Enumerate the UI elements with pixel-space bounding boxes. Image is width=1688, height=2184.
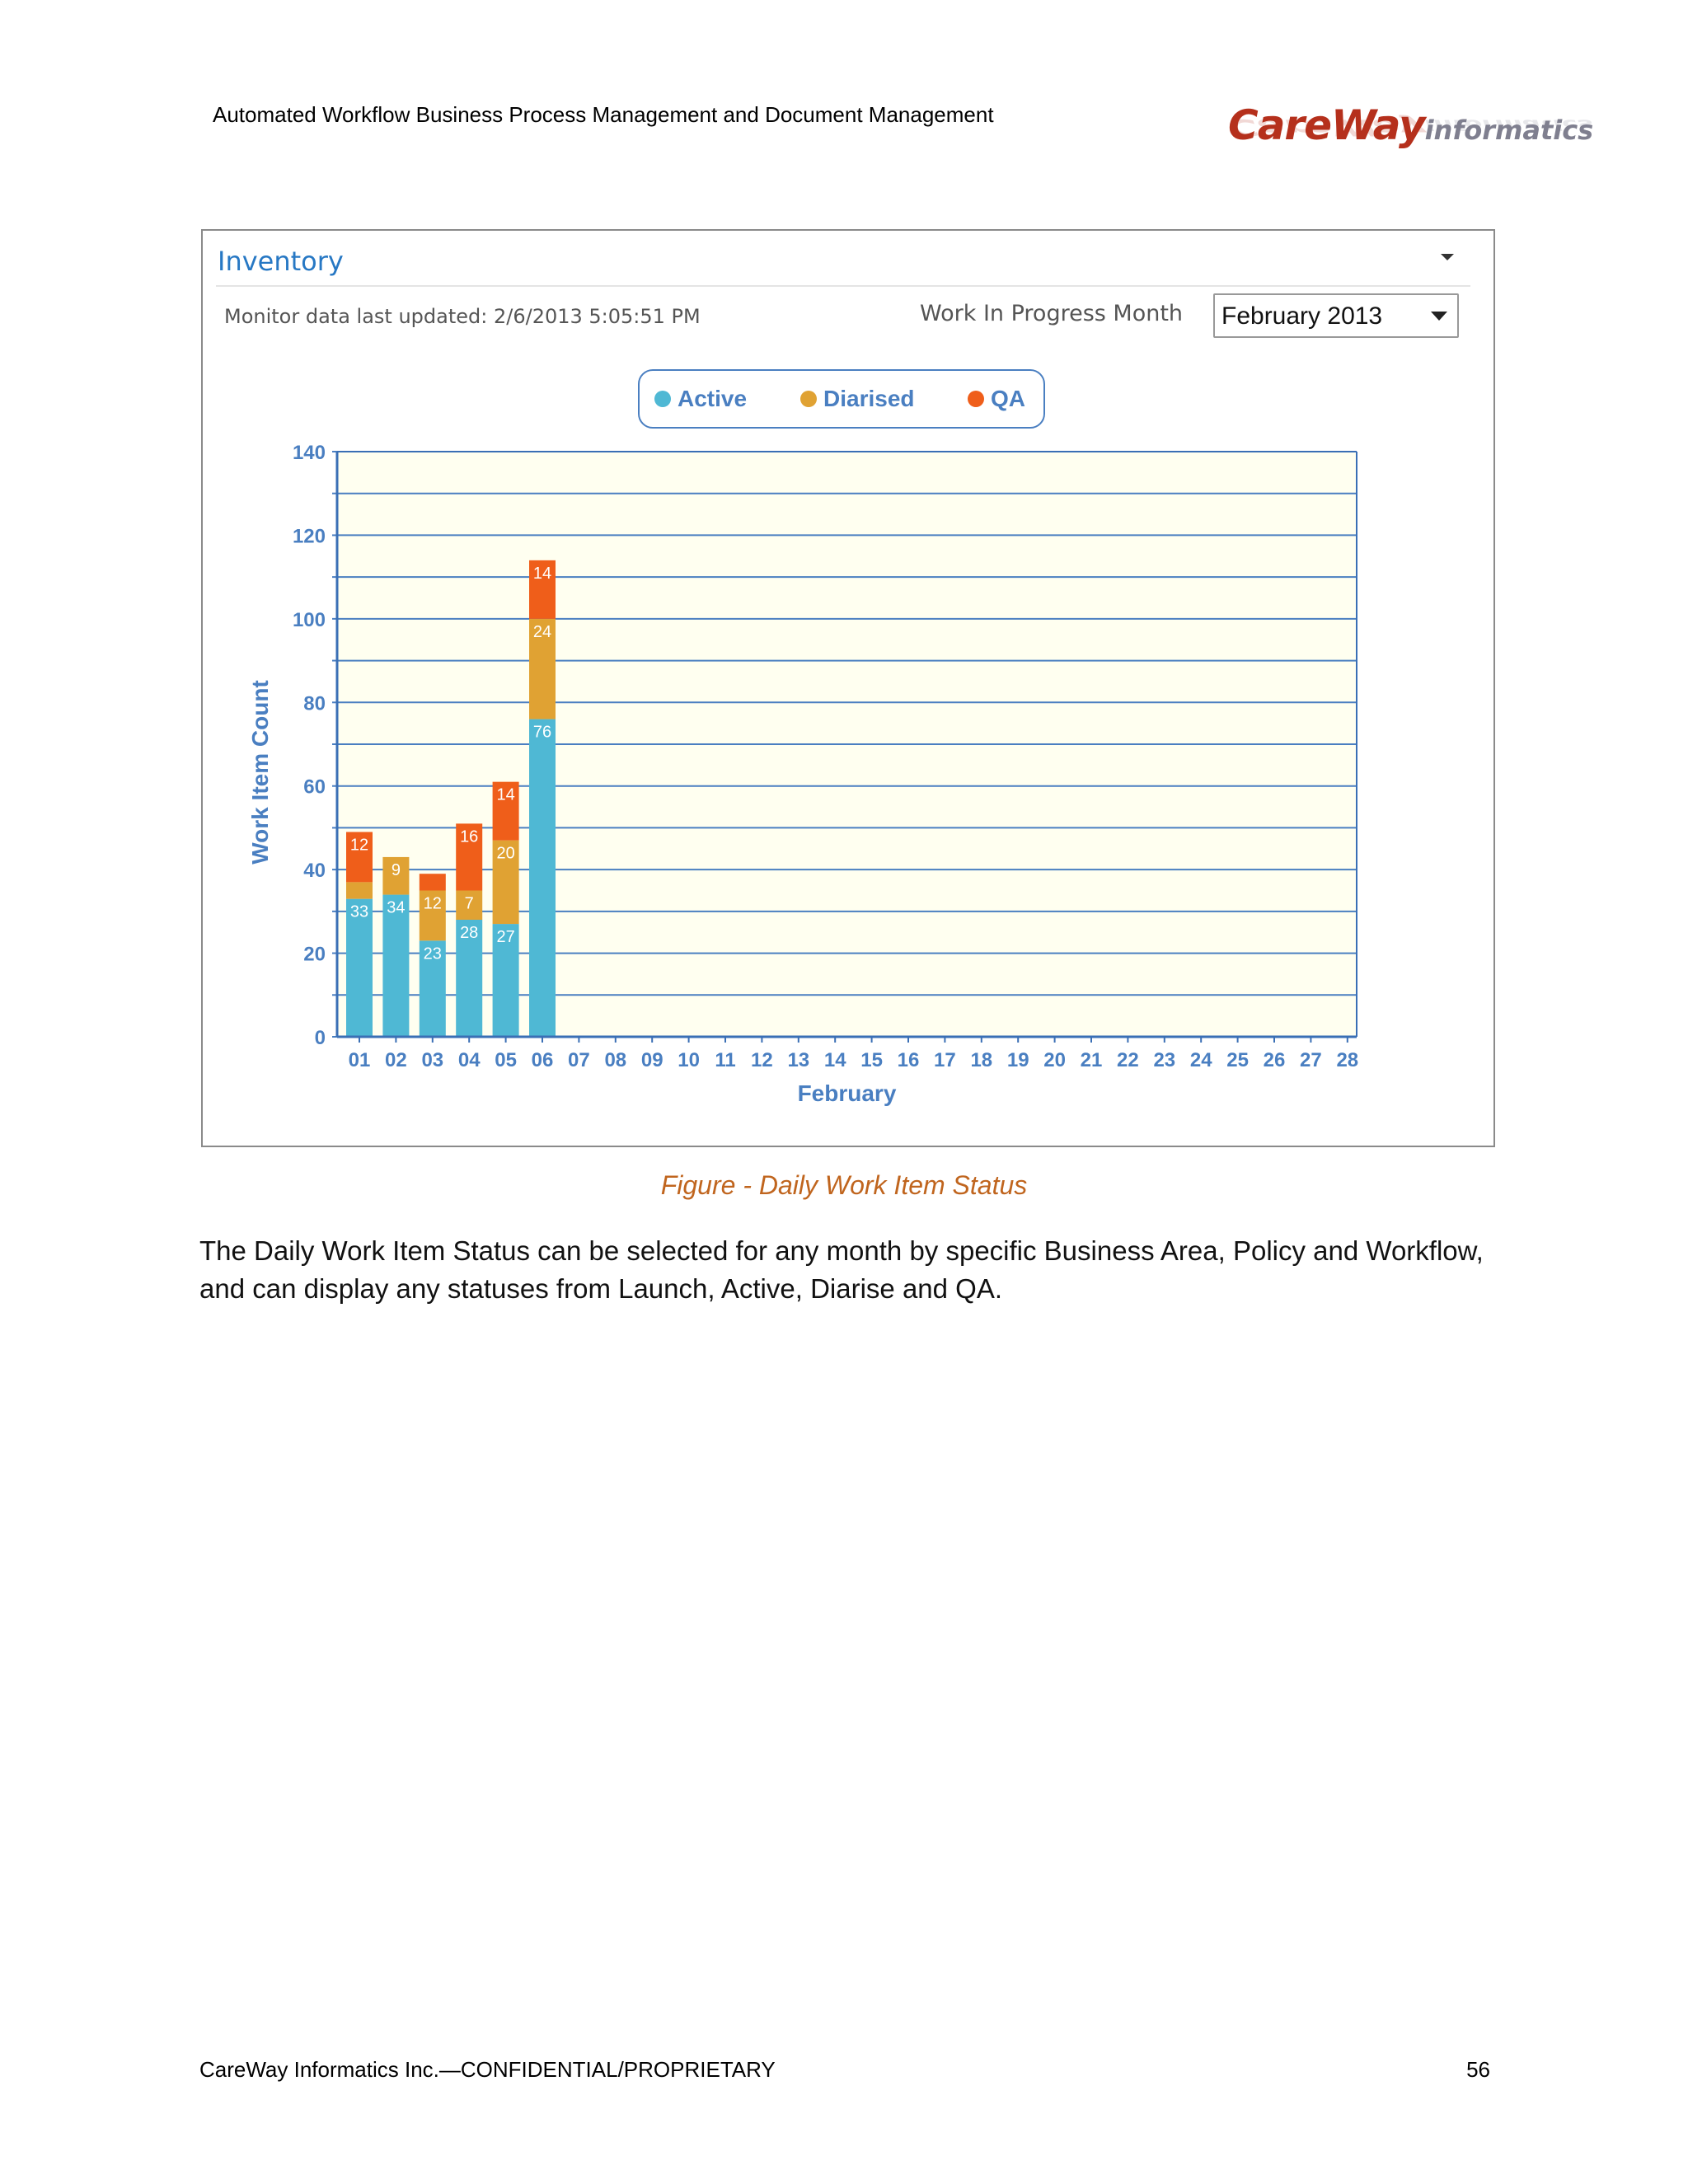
y-tick-label: 80 (303, 692, 326, 715)
x-tick-label: 21 (1081, 1049, 1103, 1071)
legend-dot-qa (968, 391, 984, 407)
bar-segment-active (529, 719, 556, 1037)
chevron-down-icon[interactable] (1431, 312, 1447, 321)
legend-item-qa: QA (968, 386, 1025, 412)
legend-item-diarised: Diarised (800, 386, 915, 412)
page-number: 56 (1466, 2057, 1490, 2082)
logo-main-text: CareWay (1228, 101, 1426, 149)
x-tick-label: 06 (532, 1049, 554, 1071)
y-tick-label: 140 (293, 442, 326, 464)
figure-caption: Figure - Daily Work Item Status (660, 1170, 1028, 1200)
data-label: 27 (496, 928, 514, 946)
x-tick-label: 22 (1117, 1049, 1139, 1071)
x-tick-label: 27 (1300, 1049, 1322, 1071)
x-tick-label: 05 (495, 1049, 517, 1071)
careway-logo: CareWayinformatics CareWayinformatics (1228, 95, 1594, 177)
data-label: 14 (496, 786, 514, 804)
bar-segment-qa (492, 781, 519, 841)
x-axis-title: February (798, 1080, 897, 1106)
x-tick-label: 20 (1043, 1049, 1066, 1071)
x-tick-label: 08 (604, 1049, 626, 1071)
x-tick-label: 04 (458, 1049, 481, 1071)
footer-confidential: CareWay Informatics Inc.—CONFIDENTIAL/PR… (199, 2057, 776, 2082)
data-label: 76 (533, 724, 551, 742)
bar-segment-active (456, 920, 483, 1037)
panel-menu-icon[interactable] (1441, 254, 1454, 260)
x-tick-label: 17 (934, 1049, 956, 1071)
chart-legend: Active Diarised QA (638, 369, 1045, 429)
logo-reflection: CareWayinformatics (1228, 115, 1594, 141)
panel-title: Inventory (218, 246, 344, 277)
x-tick-label: 16 (898, 1049, 920, 1071)
x-tick-label: 01 (349, 1049, 371, 1071)
y-tick-label: 60 (303, 776, 326, 799)
bar-segment-diarised (346, 882, 373, 899)
x-tick-label: 11 (715, 1049, 735, 1071)
body-paragraph: The Daily Work Item Status can be select… (199, 1235, 1484, 1304)
x-tick-label: 10 (678, 1049, 700, 1071)
data-label: 23 (424, 944, 442, 963)
x-tick-label: 14 (824, 1049, 846, 1071)
y-axis-title: Work Item Count (247, 680, 273, 864)
y-tick-label: 0 (315, 1027, 326, 1049)
bar-segment-active (346, 898, 373, 1037)
x-tick-label: 09 (641, 1049, 663, 1071)
inventory-panel: Inventory Monitor data last updated: 2/6… (201, 229, 1495, 1147)
logo-sub-text: informatics (1424, 115, 1594, 146)
x-tick-label: 26 (1264, 1049, 1286, 1071)
document-header-title: Automated Workflow Business Process Mana… (213, 102, 994, 127)
data-label: 7 (465, 895, 474, 913)
bar-segment-diarised (529, 618, 556, 719)
x-tick-label: 13 (787, 1049, 809, 1071)
y-tick-label: 20 (303, 944, 326, 966)
data-label: 16 (460, 827, 478, 846)
wip-month-label: Work In Progress Month (920, 301, 1184, 326)
bar-segment-diarised (382, 856, 410, 895)
legend-dot-diarised (800, 391, 817, 407)
x-tick-label: 24 (1190, 1049, 1212, 1071)
bar-segment-qa (529, 560, 556, 619)
legend-item-active: Active (654, 386, 747, 412)
x-tick-label: 28 (1336, 1049, 1358, 1071)
data-label: 24 (533, 623, 551, 641)
bar-segment-active (492, 924, 519, 1037)
x-tick-label: 02 (385, 1049, 407, 1071)
bar-segment-qa (456, 823, 483, 891)
data-label: 12 (424, 895, 442, 913)
data-label: 33 (350, 903, 368, 921)
y-tick-label: 40 (303, 860, 326, 882)
data-label: 28 (460, 924, 478, 942)
y-tick-label: 120 (293, 525, 326, 547)
bar-segment-qa (346, 832, 373, 883)
x-tick-label: 19 (1007, 1049, 1029, 1071)
data-label: 14 (533, 565, 551, 583)
month-select[interactable]: February 2013 (1213, 293, 1459, 338)
bar-segment-qa (419, 874, 446, 891)
y-tick-label: 100 (293, 609, 326, 631)
data-label: 20 (496, 845, 514, 863)
monitor-updated-text: Monitor data last updated: 2/6/2013 5:05… (224, 305, 701, 328)
legend-dot-active (654, 391, 671, 407)
data-label: 9 (392, 861, 401, 879)
data-label: 34 (387, 899, 405, 917)
bar-segment-diarised (492, 840, 519, 925)
month-select-value: February 2013 (1221, 302, 1383, 330)
bar-segment-active (382, 894, 410, 1037)
x-tick-label: 12 (751, 1049, 773, 1071)
data-label: 12 (350, 837, 368, 855)
bar-segment-diarised (456, 890, 483, 920)
x-tick-label: 07 (568, 1049, 590, 1071)
x-tick-label: 15 (860, 1049, 883, 1071)
bar-segment-diarised (419, 890, 446, 941)
panel-divider (216, 285, 1470, 287)
x-tick-label: 23 (1153, 1049, 1175, 1071)
x-tick-label: 18 (970, 1049, 992, 1071)
bar-segment-active (419, 940, 446, 1037)
x-tick-label: 25 (1226, 1049, 1249, 1071)
work-item-chart: 0 20 40 60 80 100 120 140 01 02 03 04 05 06 07 08 09 10 11… (247, 442, 1358, 1106)
x-tick-label: 03 (421, 1049, 443, 1071)
